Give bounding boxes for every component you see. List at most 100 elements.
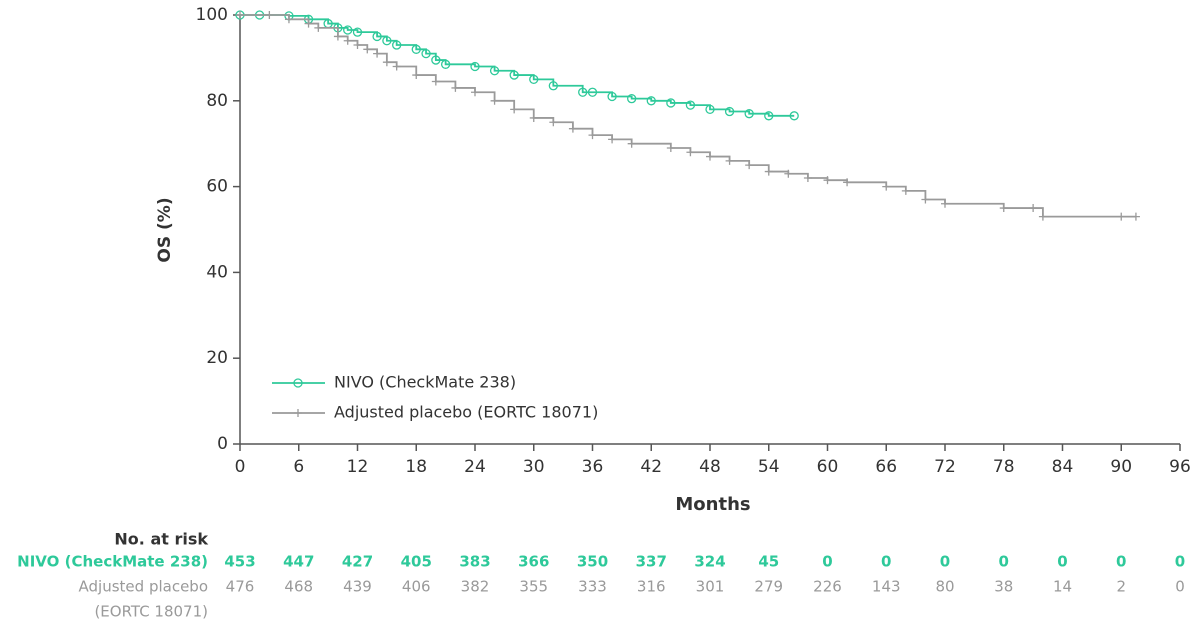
x-axis-label: Months bbox=[675, 494, 750, 515]
censor-marker bbox=[549, 118, 558, 127]
censor-marker bbox=[353, 41, 362, 50]
x-tick-label: 90 bbox=[1110, 457, 1132, 477]
censor-marker bbox=[529, 74, 539, 84]
x-tick-label: 48 bbox=[699, 457, 721, 477]
y-axis-label: OS (%) bbox=[155, 197, 175, 262]
risk-count: 14 bbox=[1053, 578, 1072, 596]
censor-marker bbox=[646, 96, 656, 106]
x-tick-label: 42 bbox=[640, 457, 662, 477]
risk-count: 0 bbox=[940, 553, 950, 571]
censor-marker bbox=[284, 15, 293, 24]
censor-marker bbox=[666, 98, 676, 108]
y-tick-label: 100 bbox=[196, 5, 228, 25]
risk-count: 383 bbox=[459, 553, 490, 571]
risk-count: 405 bbox=[401, 553, 432, 571]
censor-marker bbox=[470, 61, 480, 72]
censor-marker bbox=[294, 409, 302, 417]
x-tick-label: 24 bbox=[464, 457, 486, 477]
censor-marker bbox=[343, 36, 352, 45]
x-tick-label: 36 bbox=[582, 457, 604, 477]
risk-count: 0 bbox=[1175, 578, 1185, 596]
risk-table-title: No. at risk bbox=[114, 530, 208, 549]
y-tick-label: 20 bbox=[206, 348, 228, 368]
censor-marker bbox=[1131, 212, 1140, 221]
risk-count: 45 bbox=[758, 553, 779, 571]
risk-count: 476 bbox=[226, 578, 255, 596]
risk-row-label: (EORTC 18071) bbox=[94, 603, 208, 621]
censor-marker bbox=[764, 111, 774, 121]
risk-count: 468 bbox=[284, 578, 313, 596]
censor-marker bbox=[529, 113, 538, 122]
risk-count: 0 bbox=[1116, 553, 1126, 571]
risk-count: 447 bbox=[283, 553, 314, 571]
censor-marker bbox=[588, 131, 597, 140]
censor-marker bbox=[489, 66, 500, 76]
censor-marker bbox=[392, 62, 401, 71]
censor-marker bbox=[509, 70, 519, 80]
risk-count: 337 bbox=[636, 553, 667, 571]
censor-marker bbox=[333, 32, 342, 41]
risk-count: 439 bbox=[343, 578, 372, 596]
y-tick-label: 60 bbox=[206, 177, 228, 197]
censor-marker bbox=[607, 91, 617, 102]
censor-marker bbox=[343, 25, 353, 35]
censor-marker bbox=[314, 23, 323, 32]
legend-label: Adjusted placebo (EORTC 18071) bbox=[334, 403, 598, 422]
censor-marker bbox=[490, 96, 499, 105]
censor-marker bbox=[373, 49, 382, 58]
x-tick-label: 66 bbox=[875, 457, 897, 477]
censor-marker bbox=[823, 176, 832, 185]
censor-marker bbox=[304, 19, 313, 28]
legend-label: NIVO (CheckMate 238) bbox=[334, 373, 516, 392]
risk-count: 0 bbox=[1175, 553, 1185, 571]
censor-marker bbox=[392, 40, 402, 50]
risk-count: 355 bbox=[519, 578, 548, 596]
x-tick-label: 84 bbox=[1052, 457, 1074, 477]
censor-marker bbox=[440, 59, 451, 69]
risk-count: 382 bbox=[461, 578, 490, 596]
censor-marker bbox=[1038, 212, 1047, 221]
censor-marker bbox=[471, 88, 479, 97]
risk-count: 366 bbox=[518, 553, 549, 571]
censor-marker bbox=[666, 143, 675, 152]
y-tick-label: 0 bbox=[217, 434, 228, 454]
censor-marker bbox=[293, 378, 303, 388]
censor-marker bbox=[706, 152, 714, 161]
censor-marker bbox=[411, 44, 421, 54]
censor-marker bbox=[372, 31, 382, 42]
risk-count: 350 bbox=[577, 553, 608, 571]
censor-marker bbox=[705, 104, 715, 115]
censor-marker bbox=[363, 45, 372, 54]
x-tick-label: 12 bbox=[347, 457, 369, 477]
risk-count: 80 bbox=[935, 578, 954, 596]
risk-row-label: NIVO (CheckMate 238) bbox=[17, 553, 208, 571]
risk-count: 333 bbox=[578, 578, 607, 596]
censor-marker bbox=[510, 105, 519, 114]
censor-marker bbox=[725, 156, 734, 165]
risk-count: 0 bbox=[1057, 553, 1067, 571]
censor-marker bbox=[548, 81, 558, 91]
censor-marker bbox=[941, 199, 949, 208]
censor-marker bbox=[745, 161, 754, 170]
x-tick-label: 96 bbox=[1169, 457, 1191, 477]
x-tick-label: 54 bbox=[758, 457, 780, 477]
risk-count: 0 bbox=[999, 553, 1009, 571]
censor-marker bbox=[685, 100, 696, 110]
censor-marker bbox=[236, 11, 244, 19]
censor-marker bbox=[724, 106, 735, 117]
censor-marker bbox=[627, 94, 637, 104]
censor-marker bbox=[568, 124, 577, 133]
censor-marker bbox=[882, 182, 891, 191]
censor-marker bbox=[451, 83, 460, 92]
x-tick-label: 60 bbox=[817, 457, 839, 477]
censor-marker bbox=[764, 167, 773, 176]
censor-marker bbox=[843, 178, 852, 187]
censor-marker bbox=[789, 111, 799, 121]
censor-marker bbox=[744, 109, 754, 119]
risk-count: 0 bbox=[822, 553, 832, 571]
survival-curve bbox=[240, 14, 795, 117]
censor-marker bbox=[578, 87, 588, 97]
risk-count: 226 bbox=[813, 578, 842, 596]
risk-count: 2 bbox=[1116, 578, 1126, 596]
